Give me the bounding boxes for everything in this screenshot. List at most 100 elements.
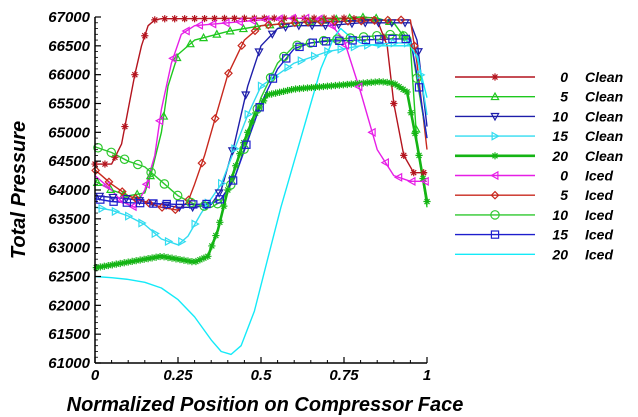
legend-item: 15 Clean <box>455 128 623 144</box>
series-marker-15-clean <box>324 46 333 57</box>
series-marker-15-iced <box>149 199 158 208</box>
series-marker-0-clean <box>210 14 219 23</box>
series-marker-15-iced <box>135 198 145 208</box>
series-marker-20-clean <box>415 151 423 159</box>
series-marker-0-clean <box>380 33 388 41</box>
series-marker-5-iced <box>356 16 366 26</box>
series-marker-20-clean <box>204 252 212 260</box>
y-tick-label: 64500 <box>48 153 90 170</box>
legend-series-condition: Clean <box>585 108 623 124</box>
series-line-10-iced <box>94 33 428 208</box>
y-tick-label: 65000 <box>48 124 90 141</box>
series-marker-0-clean <box>310 14 318 22</box>
series-marker-15-clean <box>350 42 360 52</box>
series-marker-20-clean <box>228 174 236 182</box>
series-marker-0-clean <box>220 14 229 23</box>
series-marker-20-clean <box>323 82 331 90</box>
series-marker-20-clean <box>196 256 204 264</box>
series-marker-5-clean <box>225 26 235 35</box>
series-marker-5-iced <box>383 15 393 25</box>
series-marker-15-iced <box>388 34 397 44</box>
series-marker-0-clean <box>191 15 199 23</box>
series-marker-20-clean <box>419 174 427 183</box>
series-marker-5-clean <box>238 23 249 33</box>
series-marker-15-clean <box>218 178 227 188</box>
series-marker-0-iced <box>234 17 243 27</box>
series-marker-0-clean <box>121 122 129 131</box>
series-marker-15-iced <box>255 103 264 112</box>
legend-series-condition: Clean <box>585 69 623 85</box>
series-marker-20-clean <box>144 255 152 263</box>
series-marker-5-iced <box>157 202 167 212</box>
legend-marker <box>490 190 500 200</box>
y-axis-label: Total Pressure <box>8 121 30 259</box>
series-marker-0-clean <box>171 15 179 23</box>
series-marker-0-clean <box>240 14 248 22</box>
series-marker-15-iced <box>401 34 410 44</box>
series-marker-15-clean <box>111 206 121 217</box>
series-marker-20-clean <box>283 86 292 95</box>
series-marker-20-clean <box>212 231 220 240</box>
y-ticks: 61000 61500 62000 62500 63000 63500 64000 64500… <box>48 9 101 372</box>
series-marker-20-clean <box>216 218 224 226</box>
series-marker-20-clean <box>240 139 248 147</box>
legend-series-number: 5 <box>560 89 568 105</box>
y-tick-label: 62000 <box>48 297 90 314</box>
legend-series-number: 10 <box>552 207 568 223</box>
series-marker-5-iced <box>277 19 287 29</box>
y-tick-label: 64000 <box>48 182 90 199</box>
legend-item: 10 Clean <box>455 108 623 124</box>
series-marker-10-iced <box>172 190 183 201</box>
x-axis-label: Normalized Position on Compressor Face <box>67 394 464 416</box>
series-marker-15-clean <box>377 39 386 49</box>
series-marker-15-clean <box>138 218 147 228</box>
legend-series-number: 0 <box>560 168 568 184</box>
series-marker-0-iced <box>287 13 297 23</box>
series-marker-20-clean <box>96 263 104 271</box>
series-marker-20-clean <box>371 78 379 86</box>
series-marker-5-iced <box>303 17 313 27</box>
series-marker-10-clean <box>373 19 384 28</box>
series-marker-15-iced <box>189 200 198 209</box>
series-marker-0-iced <box>327 21 336 31</box>
series-marker-5-iced <box>343 16 353 26</box>
series-marker-20-clean <box>160 253 168 261</box>
series-marker-20-clean <box>244 128 252 136</box>
series-marker-0-iced <box>420 176 429 186</box>
series-marker-20-clean <box>180 256 188 264</box>
series-marker-10-iced <box>133 159 143 170</box>
series-marker-5-clean <box>159 111 169 120</box>
legend-item: 10 Iced <box>455 207 613 223</box>
series-marker-15-clean <box>98 203 107 214</box>
series-marker-20-clean <box>411 129 419 138</box>
legend-series-number: 15 <box>552 227 568 243</box>
series-marker-0-clean <box>360 15 368 23</box>
legend-series-condition: Iced <box>585 246 613 262</box>
series-marker-5-iced <box>117 187 127 197</box>
series-marker-20-clean <box>136 256 144 264</box>
series-marker-20-clean <box>395 83 403 91</box>
series-marker-15-iced <box>374 35 384 44</box>
y-tick-label: 65500 <box>48 96 90 113</box>
series-marker-5-iced <box>144 198 154 208</box>
series-marker-0-iced <box>261 15 270 25</box>
y-tick-label: 62500 <box>48 269 90 286</box>
series-marker-20-clean <box>172 255 180 263</box>
series-marker-10-clean <box>254 48 264 57</box>
series-marker-5-iced <box>316 17 326 27</box>
series-marker-15-clean <box>125 211 134 221</box>
series-marker-15-iced <box>215 195 225 204</box>
series-marker-0-clean <box>390 99 398 108</box>
series-marker-10-iced <box>146 167 156 178</box>
series-marker-15-iced <box>202 199 211 209</box>
series-marker-10-iced <box>345 33 356 43</box>
series-marker-5-iced <box>104 177 114 187</box>
series-marker-10-iced <box>385 29 395 40</box>
series-marker-5-iced <box>396 15 406 25</box>
series-marker-20-clean <box>268 90 276 98</box>
series-marker-0-clean <box>101 160 109 168</box>
series-marker-0-clean <box>230 14 239 22</box>
series-marker-15-clean <box>231 144 240 154</box>
y-tick-label: 66000 <box>48 67 90 84</box>
series-marker-15-iced <box>282 54 291 63</box>
